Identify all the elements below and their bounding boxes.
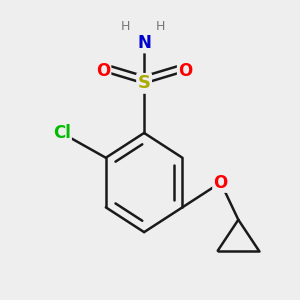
Text: Cl: Cl xyxy=(53,124,70,142)
Text: S: S xyxy=(138,74,151,92)
Text: H: H xyxy=(120,20,130,32)
Text: O: O xyxy=(214,173,228,191)
Text: O: O xyxy=(96,62,110,80)
Text: H: H xyxy=(156,20,165,32)
Text: N: N xyxy=(137,34,151,52)
Text: O: O xyxy=(178,62,193,80)
